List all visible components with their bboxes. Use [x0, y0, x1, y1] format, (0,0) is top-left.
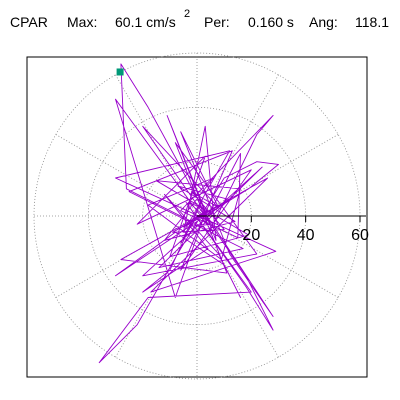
radial-tick-label-60: 60 — [351, 227, 369, 244]
radial-axis: 20 40 60 — [197, 215, 369, 244]
grid-spoke-30 — [196, 134, 339, 217]
chart-header: CPAR Max: 60.1 cm/s 2 Per: 0.160 s Ang: … — [10, 8, 400, 38]
max-value: 60.1 cm/s — [115, 14, 176, 30]
trace-layer — [98, 63, 279, 364]
period-value: 0.160 s — [248, 14, 294, 30]
angle-label: Ang: — [309, 14, 338, 30]
peak-marker — [116, 68, 124, 76]
marker-layer — [116, 68, 124, 76]
max-label: Max: — [67, 14, 98, 30]
component-label: CPAR — [10, 14, 48, 30]
radial-tick-label-40: 40 — [297, 227, 315, 244]
radial-tick-label-20: 20 — [242, 227, 260, 244]
angle-value: 118.1 — [355, 14, 389, 30]
period-label: Per: — [204, 14, 230, 30]
grid-spoke-300 — [196, 215, 279, 358]
max-units-exponent: 2 — [184, 8, 191, 20]
motion-trace — [98, 63, 279, 364]
